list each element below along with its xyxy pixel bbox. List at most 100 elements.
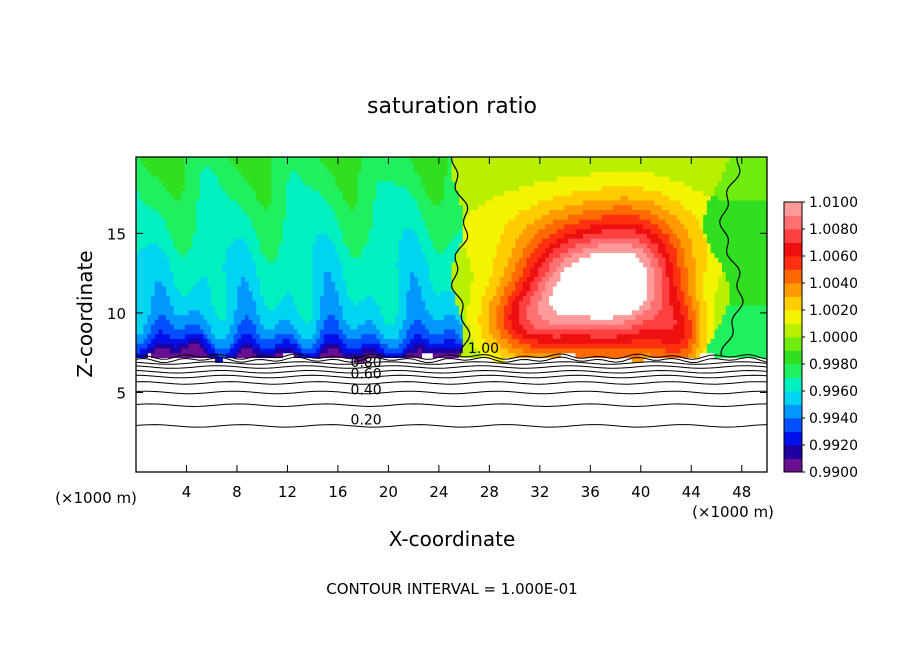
field-cell: [447, 347, 453, 354]
field-cell: [368, 309, 374, 316]
field-cell: [470, 309, 475, 316]
field-cell: [466, 176, 471, 182]
field-cell: [301, 204, 306, 211]
field-cell: [413, 257, 419, 263]
field-cell: [462, 176, 468, 182]
field-cell: [417, 281, 423, 287]
field-cell: [481, 309, 486, 316]
field-cell: [241, 266, 246, 273]
field-cell: [380, 209, 385, 215]
field-cell: [361, 271, 366, 277]
field-cell: [252, 214, 257, 220]
field-cell: [289, 328, 295, 335]
field-cell: [237, 157, 242, 163]
field-cell: [372, 257, 377, 263]
field-cell: [196, 304, 201, 311]
field-cell: [244, 223, 250, 230]
field-cell: [504, 343, 509, 349]
field-cell: [522, 223, 528, 230]
field-cell: [327, 262, 332, 268]
field-cell: [443, 347, 449, 354]
field-cell: [402, 233, 408, 239]
field-cell: [564, 185, 569, 192]
field-cell: [151, 314, 156, 320]
field-cell: [428, 319, 434, 325]
field-cell: [541, 219, 546, 225]
field-cell: [552, 180, 558, 187]
field-cell: [233, 271, 239, 277]
field-cell: [289, 252, 295, 258]
field-cell: [380, 242, 385, 249]
field-cell: [312, 352, 317, 359]
field-cell: [451, 300, 456, 306]
field-cell: [274, 285, 280, 292]
field-cell: [417, 180, 423, 187]
field-cell: [305, 338, 310, 344]
field-cell: [316, 190, 321, 196]
field-cell: [316, 324, 321, 330]
field-cell: [440, 285, 445, 292]
field-cell: [181, 199, 186, 206]
field-cell: [338, 161, 344, 168]
field-cell: [263, 219, 269, 225]
field-cell: [350, 347, 355, 354]
field-cell: [297, 319, 302, 325]
field-cell: [391, 185, 396, 192]
field-cell: [545, 285, 550, 292]
field-cell: [331, 228, 336, 234]
field-cell: [552, 204, 558, 211]
field-cell: [489, 324, 494, 330]
field-cell: [256, 262, 261, 268]
field-cell: [297, 324, 302, 330]
field-cell: [575, 262, 580, 268]
field-cell: [196, 328, 201, 335]
field-cell: [462, 185, 468, 192]
field-cell: [278, 333, 284, 339]
field-cell: [256, 247, 261, 254]
field-cell: [271, 285, 276, 292]
field-cell: [365, 252, 370, 258]
field-cell: [237, 214, 242, 220]
field-cell: [421, 195, 426, 201]
field-cell: [395, 262, 400, 268]
field-cell: [425, 180, 430, 187]
field-cell: [181, 180, 186, 187]
field-cell: [218, 176, 223, 182]
field-cell: [327, 257, 332, 263]
field-cell: [522, 352, 528, 359]
field-cell: [282, 276, 287, 282]
field-cell: [233, 333, 239, 339]
field-cell: [489, 300, 494, 306]
field-cell: [151, 252, 156, 258]
field-cell: [237, 247, 242, 254]
field-cell: [575, 324, 580, 330]
field-cell: [222, 166, 227, 172]
field-cell: [192, 238, 197, 244]
field-cell: [459, 199, 464, 206]
field-cell: [425, 171, 430, 177]
field-cell: [177, 199, 182, 206]
field-cell: [406, 238, 411, 244]
field-cell: [421, 347, 426, 354]
field-cell: [222, 219, 227, 225]
field-cell: [410, 185, 415, 192]
field-cell: [507, 190, 513, 196]
field-cell: [575, 157, 580, 163]
field-cell: [455, 333, 460, 339]
field-cell: [286, 176, 291, 182]
field-cell: [466, 233, 471, 239]
field-cell: [229, 209, 235, 215]
field-cell: [252, 180, 257, 187]
field-cell: [372, 328, 377, 335]
field-cell: [256, 290, 261, 297]
field-cell: [218, 157, 223, 163]
field-cell: [376, 190, 381, 196]
field-cell: [158, 242, 163, 249]
field-cell: [293, 195, 299, 201]
field-cell: [361, 166, 366, 172]
field-cell: [196, 343, 201, 349]
field-cell: [440, 324, 445, 330]
field-cell: [515, 252, 520, 258]
field-cell: [147, 247, 152, 254]
field-cell: [413, 233, 419, 239]
